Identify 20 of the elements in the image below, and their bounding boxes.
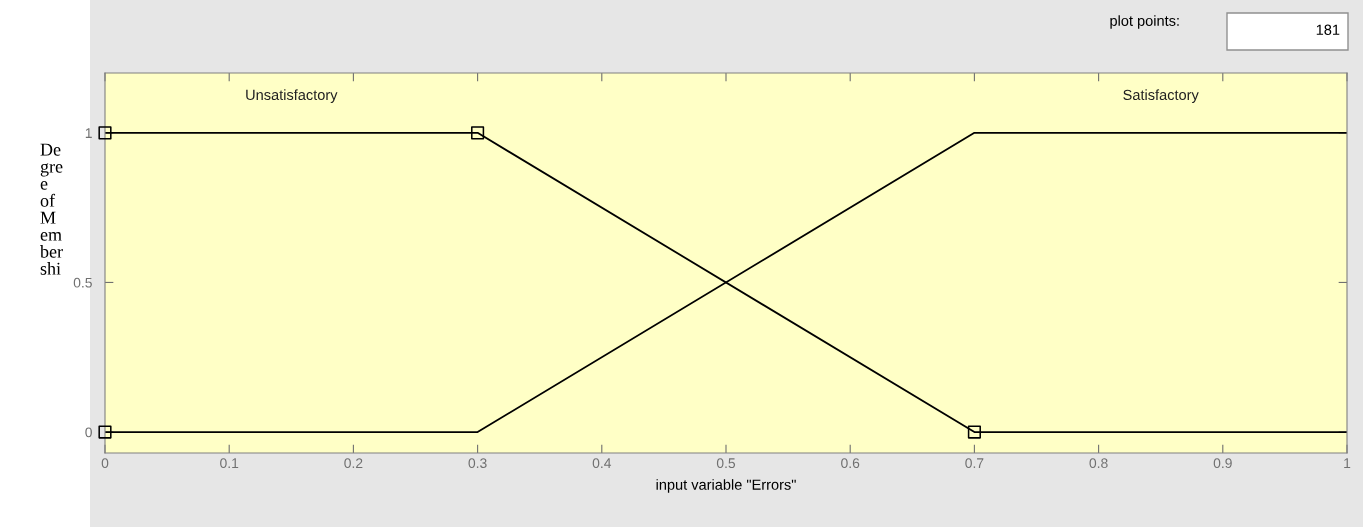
- x-tick-label: 0.7: [965, 458, 984, 469]
- x-tick-label: 0.4: [592, 458, 612, 469]
- x-tick-label: 1: [1344, 458, 1351, 468]
- y-tick-label: 0.5: [73, 277, 92, 288]
- x-tick-label: 0.8: [1089, 458, 1108, 469]
- y-tick-label: 0: [85, 427, 92, 438]
- y-axis-title: Degree of Membershi: [40, 143, 63, 275]
- x-tick-label: 0: [101, 458, 109, 469]
- x-tick-label: 0.2: [344, 458, 363, 469]
- text: Satisfactory: [1123, 89, 1199, 103]
- x-tick-label: 0.6: [841, 458, 860, 469]
- x-tick-label: 0.5: [716, 458, 736, 469]
- x-tick-label: 0.1: [220, 458, 239, 469]
- y-tick-label: 1: [85, 128, 92, 138]
- x-tick-label: 0.3: [468, 458, 487, 469]
- text: Unsatisfactory: [246, 89, 338, 103]
- x-tick-label: 0.9: [1213, 458, 1232, 469]
- text: plot points:: [1110, 15, 1179, 29]
- x-axis-title: input variable "Errors": [656, 479, 796, 493]
- text: 181: [1316, 24, 1340, 35]
